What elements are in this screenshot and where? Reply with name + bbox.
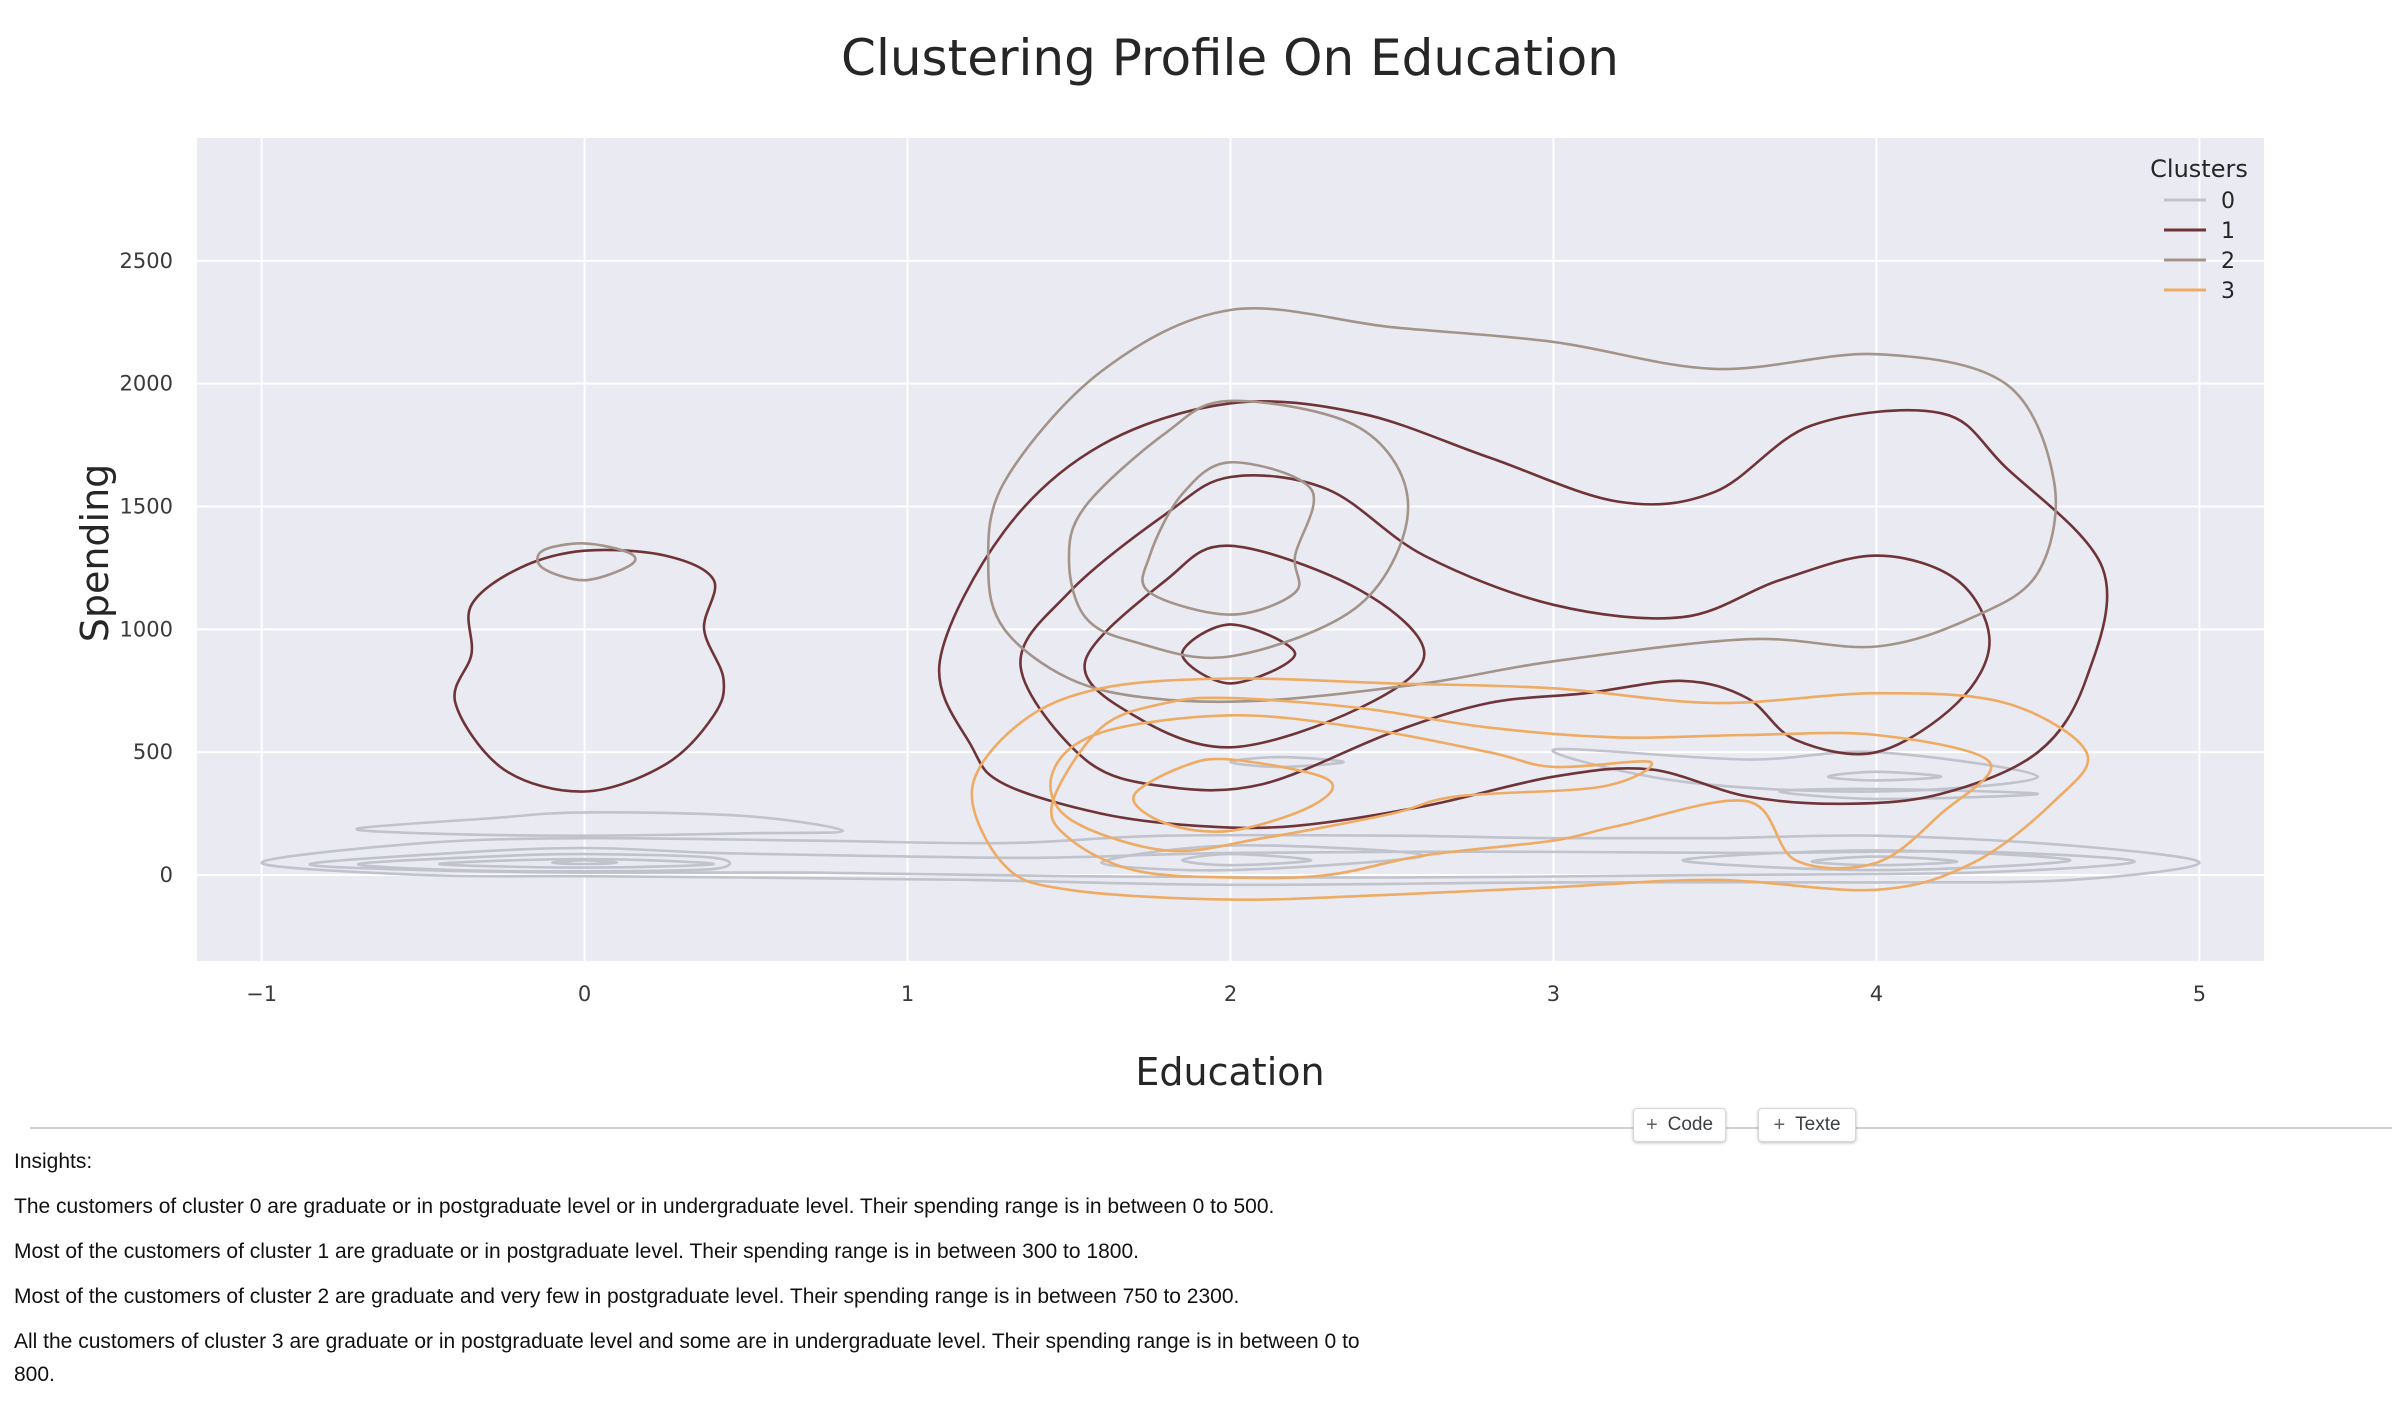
x-tick-label: 1 bbox=[901, 982, 914, 1006]
chart-title: Clustering Profile On Education bbox=[841, 29, 1619, 87]
cluster-1-contour bbox=[453, 548, 726, 793]
insight-line: Most of the customers of cluster 2 are g… bbox=[14, 1285, 1240, 1308]
y-tick-label: 1000 bbox=[120, 617, 173, 641]
cluster-3-contour bbox=[1049, 713, 1654, 853]
x-tick-label: 2 bbox=[1224, 982, 1237, 1006]
cluster-2-contour bbox=[986, 307, 2058, 704]
cluster-0-contour bbox=[260, 833, 2201, 887]
add-text-button[interactable]: + Texte bbox=[1758, 1108, 1856, 1142]
plus-icon: + bbox=[1773, 1113, 1786, 1136]
series-0-contours bbox=[260, 747, 2201, 887]
series-3-contours bbox=[970, 677, 2090, 902]
cluster-0-contour bbox=[1180, 852, 1313, 867]
insights-text-cell: Insights: The customers of cluster 0 are… bbox=[14, 1145, 1364, 1403]
y-tick-labels: 0 500 1000 1500 2000 2500 bbox=[120, 249, 173, 887]
y-tick-label: 0 bbox=[160, 863, 173, 887]
add-code-label: Code bbox=[1667, 1114, 1714, 1135]
cluster-0-contour bbox=[550, 858, 619, 866]
insight-line: The customers of cluster 0 are graduate … bbox=[14, 1195, 1275, 1218]
x-tick-labels: −1 0 1 2 3 4 5 bbox=[246, 982, 2206, 1006]
y-tick-label: 2000 bbox=[120, 372, 173, 396]
legend: Clusters 0 1 2 3 bbox=[2150, 155, 2248, 304]
legend-label: 2 bbox=[2221, 249, 2235, 274]
cluster-0-contour bbox=[1551, 747, 2040, 793]
cluster-2-contour bbox=[1067, 399, 1410, 660]
add-code-button[interactable]: + Code bbox=[1633, 1108, 1726, 1142]
cluster-1-contour bbox=[937, 400, 2109, 830]
insights-heading: Insights: bbox=[14, 1150, 93, 1173]
cluster-3-contour bbox=[1049, 696, 1993, 880]
legend-label: 1 bbox=[2221, 219, 2235, 244]
x-tick-label: 3 bbox=[1547, 982, 1560, 1006]
x-tick-label: 5 bbox=[2193, 982, 2206, 1006]
cluster-0-contour bbox=[1229, 755, 1345, 769]
cluster-0-contour bbox=[1810, 855, 1959, 867]
x-tick-label: 0 bbox=[578, 982, 591, 1006]
cluster-1-contour bbox=[1019, 474, 1991, 792]
cluster-3-contour bbox=[1132, 757, 1335, 834]
cluster-0-contour bbox=[1681, 849, 2072, 872]
y-tick-label: 2500 bbox=[120, 249, 173, 273]
series-2-contours bbox=[536, 307, 2058, 704]
kde-chart: Clustering Profile On Education −1 0 1 2 3 4 5… bbox=[73, 29, 2264, 1094]
cluster-0-contour bbox=[1778, 787, 2040, 801]
add-text-label: Texte bbox=[1795, 1114, 1841, 1135]
cluster-0-contour bbox=[357, 852, 732, 873]
cluster-2-contour bbox=[1141, 460, 1316, 616]
cluster-0-contour bbox=[355, 811, 845, 838]
legend-title: Clusters bbox=[2150, 155, 2248, 183]
legend-label: 0 bbox=[2221, 189, 2235, 214]
cluster-3-contour bbox=[970, 677, 2090, 902]
y-axis-label: Spending bbox=[73, 464, 117, 643]
cluster-1-contour bbox=[1083, 544, 1426, 749]
y-tick-label: 1500 bbox=[120, 495, 173, 519]
cluster-0-contour bbox=[308, 846, 2137, 879]
cluster-2-contour bbox=[536, 542, 637, 582]
insight-line: All the customers of cluster 3 are gradu… bbox=[14, 1330, 1360, 1386]
plus-icon: + bbox=[1645, 1113, 1658, 1136]
series-1-contours bbox=[453, 400, 2109, 830]
x-tick-label: −1 bbox=[246, 982, 277, 1006]
x-axis-label: Education bbox=[1135, 1050, 1324, 1094]
insight-line: Most of the customers of cluster 1 are g… bbox=[14, 1240, 1139, 1263]
contour-layer bbox=[260, 307, 2201, 902]
cluster-0-contour bbox=[1826, 770, 1943, 782]
legend-label: 3 bbox=[2221, 279, 2235, 304]
x-tick-label: 4 bbox=[1870, 982, 1883, 1006]
cluster-0-contour bbox=[437, 857, 716, 869]
y-tick-label: 500 bbox=[133, 740, 173, 764]
cell-divider bbox=[30, 1127, 2392, 1129]
